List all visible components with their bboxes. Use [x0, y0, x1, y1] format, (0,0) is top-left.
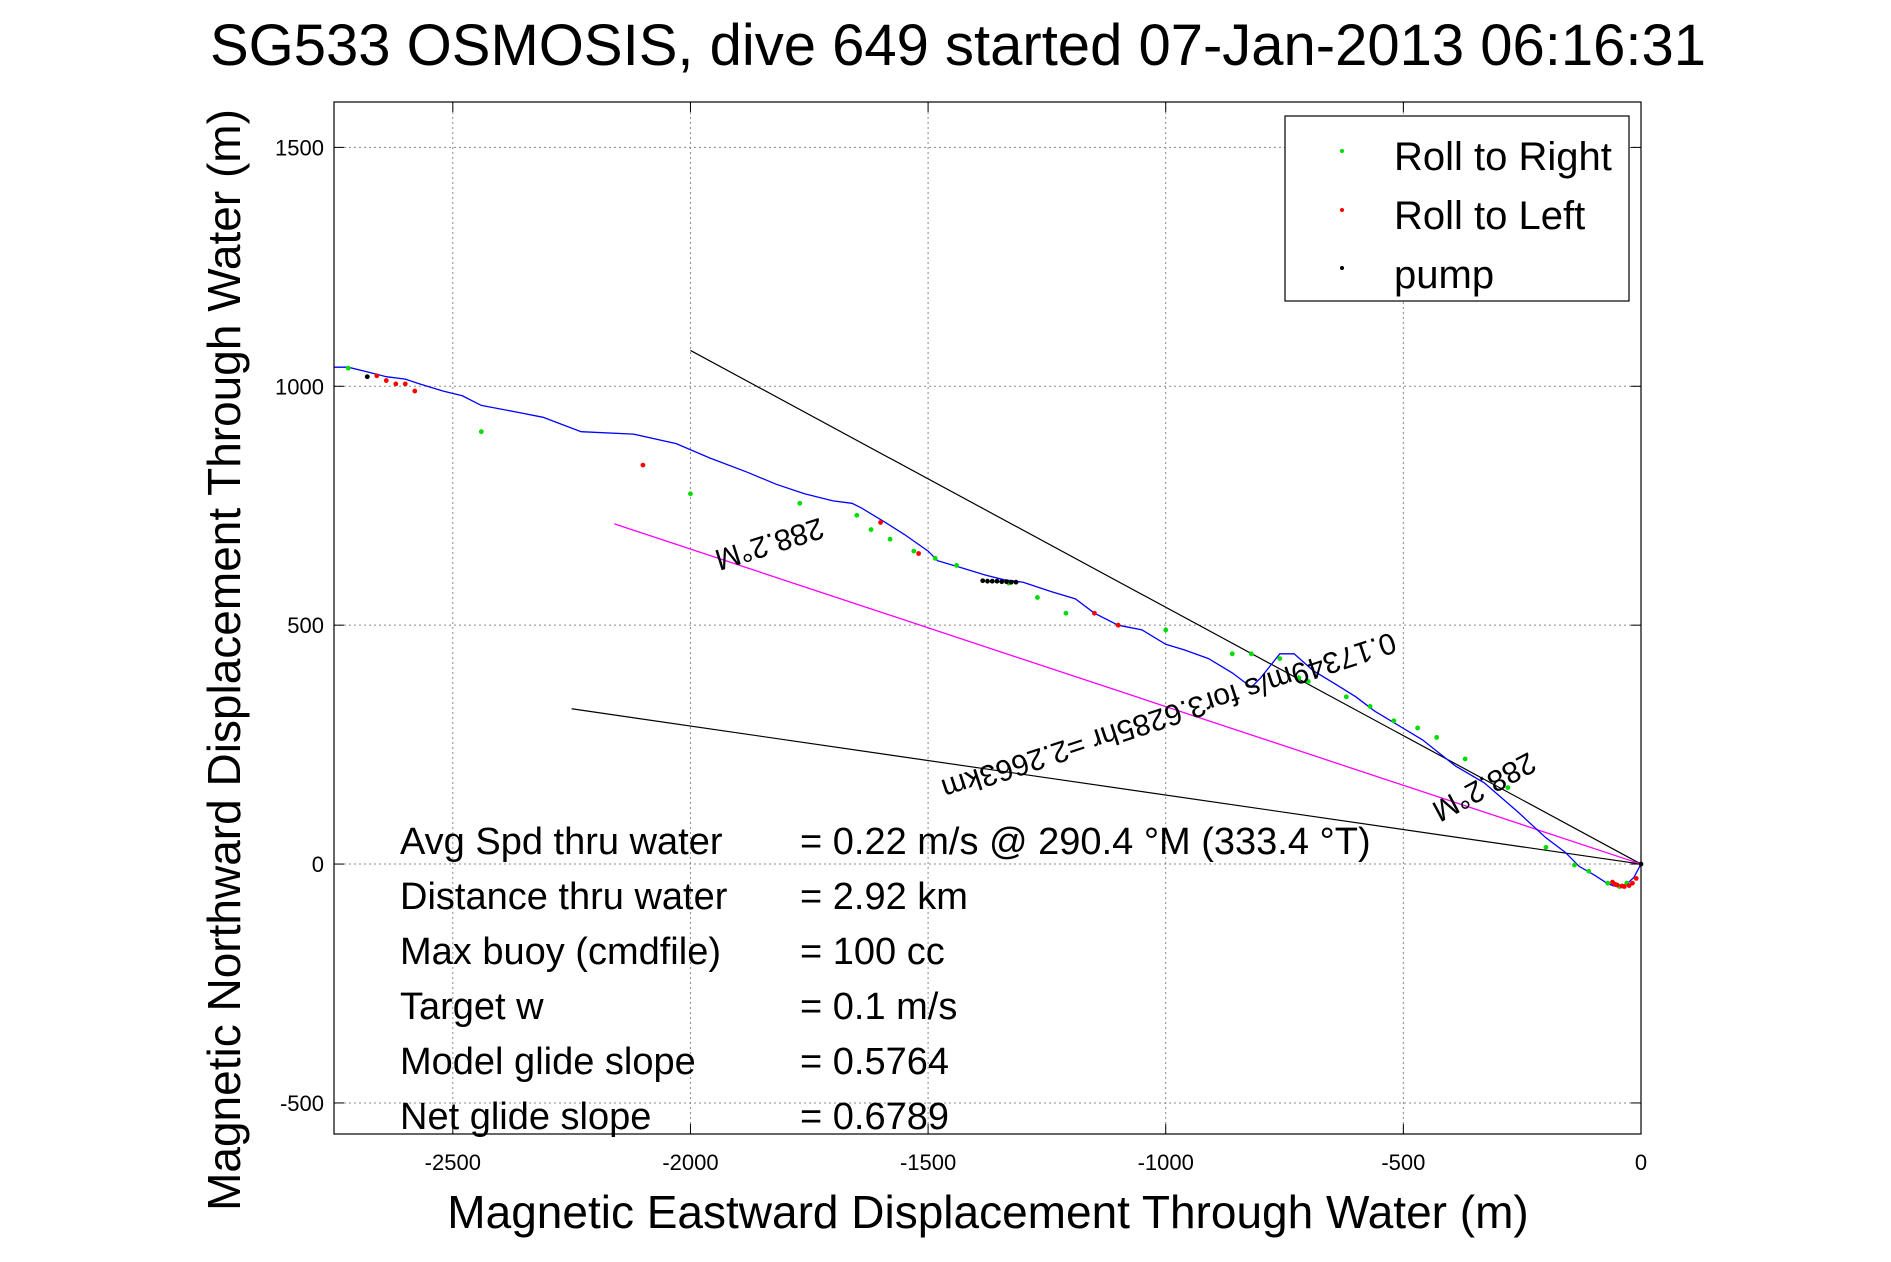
- roll-right-point: [797, 500, 803, 506]
- pump-point: [989, 578, 995, 584]
- pump-point: [1013, 579, 1019, 585]
- roll-right-point: [1305, 679, 1311, 684]
- pump-point: [999, 579, 1005, 585]
- legend-label-roll-right: Roll to Right: [1394, 135, 1612, 179]
- roll-right-point: [1343, 694, 1349, 700]
- stat-label: Target w: [400, 986, 544, 1028]
- stat-value: = 0.5764: [800, 1041, 949, 1083]
- stat-value: = 2.92 km: [800, 876, 968, 918]
- roll-left-point: [1619, 883, 1625, 889]
- roll-right-point: [932, 555, 938, 561]
- roll-right-point: [1543, 844, 1549, 850]
- stat-label: Avg Spd thru water: [400, 821, 723, 863]
- roll-left-point: [402, 381, 408, 387]
- roll-right-point: [954, 563, 960, 568]
- heading-line: [571, 708, 1642, 865]
- roll-right-point: [1163, 627, 1169, 633]
- roll-right-point: [887, 536, 893, 542]
- y-tick-label: 0: [312, 852, 324, 877]
- x-axis-label: Magnetic Eastward Displacement Through W…: [447, 1186, 1528, 1238]
- roll-right-point: [688, 491, 693, 497]
- axis-ticks: -2500 -2000 -1500 -1000 -500 0 -500 0 500 1000 150…: [275, 102, 1647, 1175]
- stat-value: = 0.6789: [800, 1096, 949, 1138]
- roll-left-point: [878, 520, 883, 525]
- legend-label-pump: pump: [1394, 253, 1494, 297]
- roll-right-point: [1462, 756, 1468, 762]
- pump-point: [1008, 579, 1014, 585]
- roll-right-point: [1248, 651, 1254, 657]
- y-tick-label: 500: [287, 613, 324, 638]
- stat-value: = 0.22 m/s @ 290.4 °M (333.4 °T): [800, 821, 1371, 863]
- mean-heading-line: [614, 523, 1642, 865]
- heading-line: [690, 349, 1642, 865]
- pump-point: [1004, 579, 1009, 585]
- pump-point: [980, 578, 986, 584]
- roll-left-point: [916, 551, 921, 556]
- roll-left-point: [1610, 879, 1615, 885]
- plot-frame: [333, 101, 1642, 1135]
- x-tick-label: -2000: [662, 1150, 718, 1175]
- roll-right-point: [1063, 610, 1069, 616]
- roll-left-point: [383, 378, 389, 383]
- track-polyline: [334, 366, 1642, 888]
- x-tick-label: 0: [1635, 1150, 1647, 1175]
- roll-right-point: [1391, 718, 1397, 724]
- pump-point: [994, 578, 1000, 584]
- stat-label: Distance thru water: [400, 876, 728, 918]
- roll-right-point: [1367, 703, 1373, 709]
- roll-right-point: [1605, 880, 1611, 886]
- stat-label: Max buoy (cmdfile): [400, 931, 721, 973]
- roll-left-point: [1092, 610, 1097, 616]
- legend-label-roll-left: Roll to Left: [1394, 194, 1585, 238]
- roll-right-point: [1586, 868, 1592, 874]
- roll-right-point: [1572, 862, 1577, 868]
- heading-lines: [571, 349, 1642, 865]
- y-tick-label: 1000: [275, 374, 324, 399]
- roll-left-point: [1633, 875, 1639, 881]
- roll-left-point: [1630, 880, 1635, 886]
- x-tick-label: -1500: [900, 1150, 956, 1175]
- roll-right-point: [345, 365, 351, 371]
- roll-right-point: [1505, 785, 1511, 791]
- roll-right-point: [854, 512, 860, 518]
- x-tick-label: -500: [1381, 1150, 1425, 1175]
- roll-right-point: [1296, 675, 1302, 681]
- stat-label: Net glide slope: [400, 1096, 651, 1138]
- roll-right-point: [1434, 735, 1440, 740]
- roll-left-point: [412, 388, 418, 394]
- roll-left-point: [1115, 622, 1121, 628]
- y-tick-label: -500: [280, 1091, 324, 1116]
- mean-heading-segment: [614, 523, 1642, 865]
- y-tick-label: 1500: [275, 135, 324, 160]
- stat-value: = 100 cc: [800, 931, 945, 973]
- x-tick-label: -2500: [425, 1150, 481, 1175]
- pump-point: [985, 578, 990, 584]
- stat-label: Model glide slope: [400, 1041, 696, 1083]
- roll-left-point: [1626, 883, 1632, 888]
- roll-left-point: [640, 462, 646, 468]
- pump-point: [364, 374, 370, 380]
- chart-title: SG533 OSMOSIS, dive 649 started 07-Jan-2…: [210, 13, 1706, 78]
- y-axis-label: Magnetic Northward Displacement Through …: [198, 109, 250, 1211]
- roll-right-point: [1229, 651, 1235, 657]
- roll-markers: [345, 365, 1644, 889]
- roll-left-point: [393, 381, 399, 387]
- legend-marker-roll-left: [1340, 208, 1344, 212]
- stat-value: = 0.1 m/s: [800, 986, 957, 1028]
- legend-marker-pump: [1340, 266, 1344, 270]
- roll-right-point: [1415, 725, 1421, 731]
- roll-right-point: [911, 548, 917, 554]
- roll-left-point: [374, 373, 380, 379]
- roll-right-point: [1277, 656, 1283, 662]
- stats-block: Avg Spd thru water = 0.22 m/s @ 290.4 °M …: [400, 821, 1371, 1138]
- legend-marker-roll-right: [1340, 149, 1344, 153]
- track-line: [334, 366, 1642, 888]
- roll-right-point: [478, 429, 484, 435]
- roll-right-point: [1035, 595, 1040, 600]
- legend: Roll to Right Roll to Left pump: [1284, 115, 1630, 302]
- roll-right-point: [868, 527, 874, 533]
- x-tick-label: -1000: [1138, 1150, 1194, 1175]
